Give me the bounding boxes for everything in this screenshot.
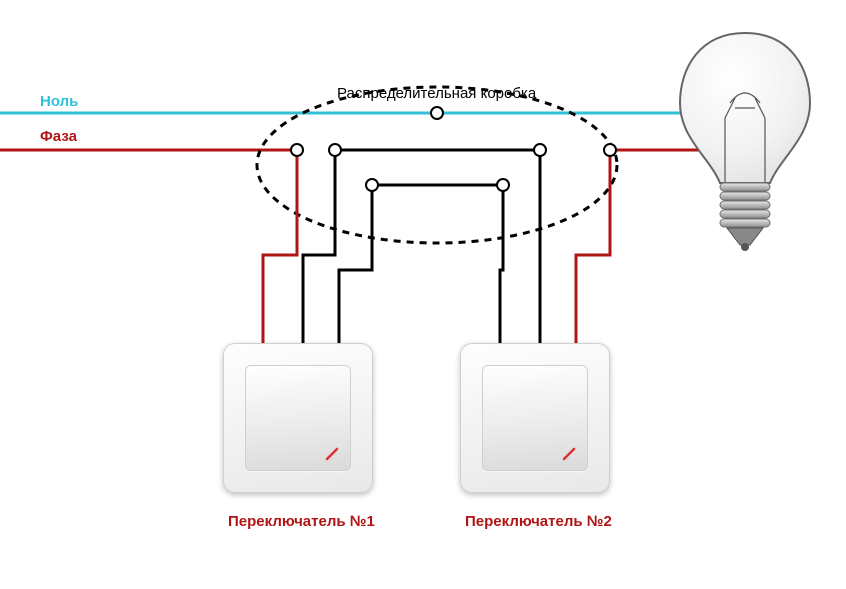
light-bulb: [680, 33, 810, 251]
switch-1: [223, 343, 373, 493]
label-phase-wire: Фаза: [40, 128, 77, 145]
switch-2-rocker: [482, 365, 588, 471]
label-switch-1: Переключатель №1: [228, 513, 375, 530]
switch-2: [460, 343, 610, 493]
label-neutral-wire: Ноль: [40, 93, 78, 110]
switch-1-rocker: [245, 365, 351, 471]
switch-1-indicator-icon: [325, 447, 339, 461]
switch-2-indicator-icon: [562, 447, 576, 461]
label-junction-box: Распределительная коробка: [337, 85, 536, 102]
label-switch-2: Переключатель №2: [465, 513, 612, 530]
